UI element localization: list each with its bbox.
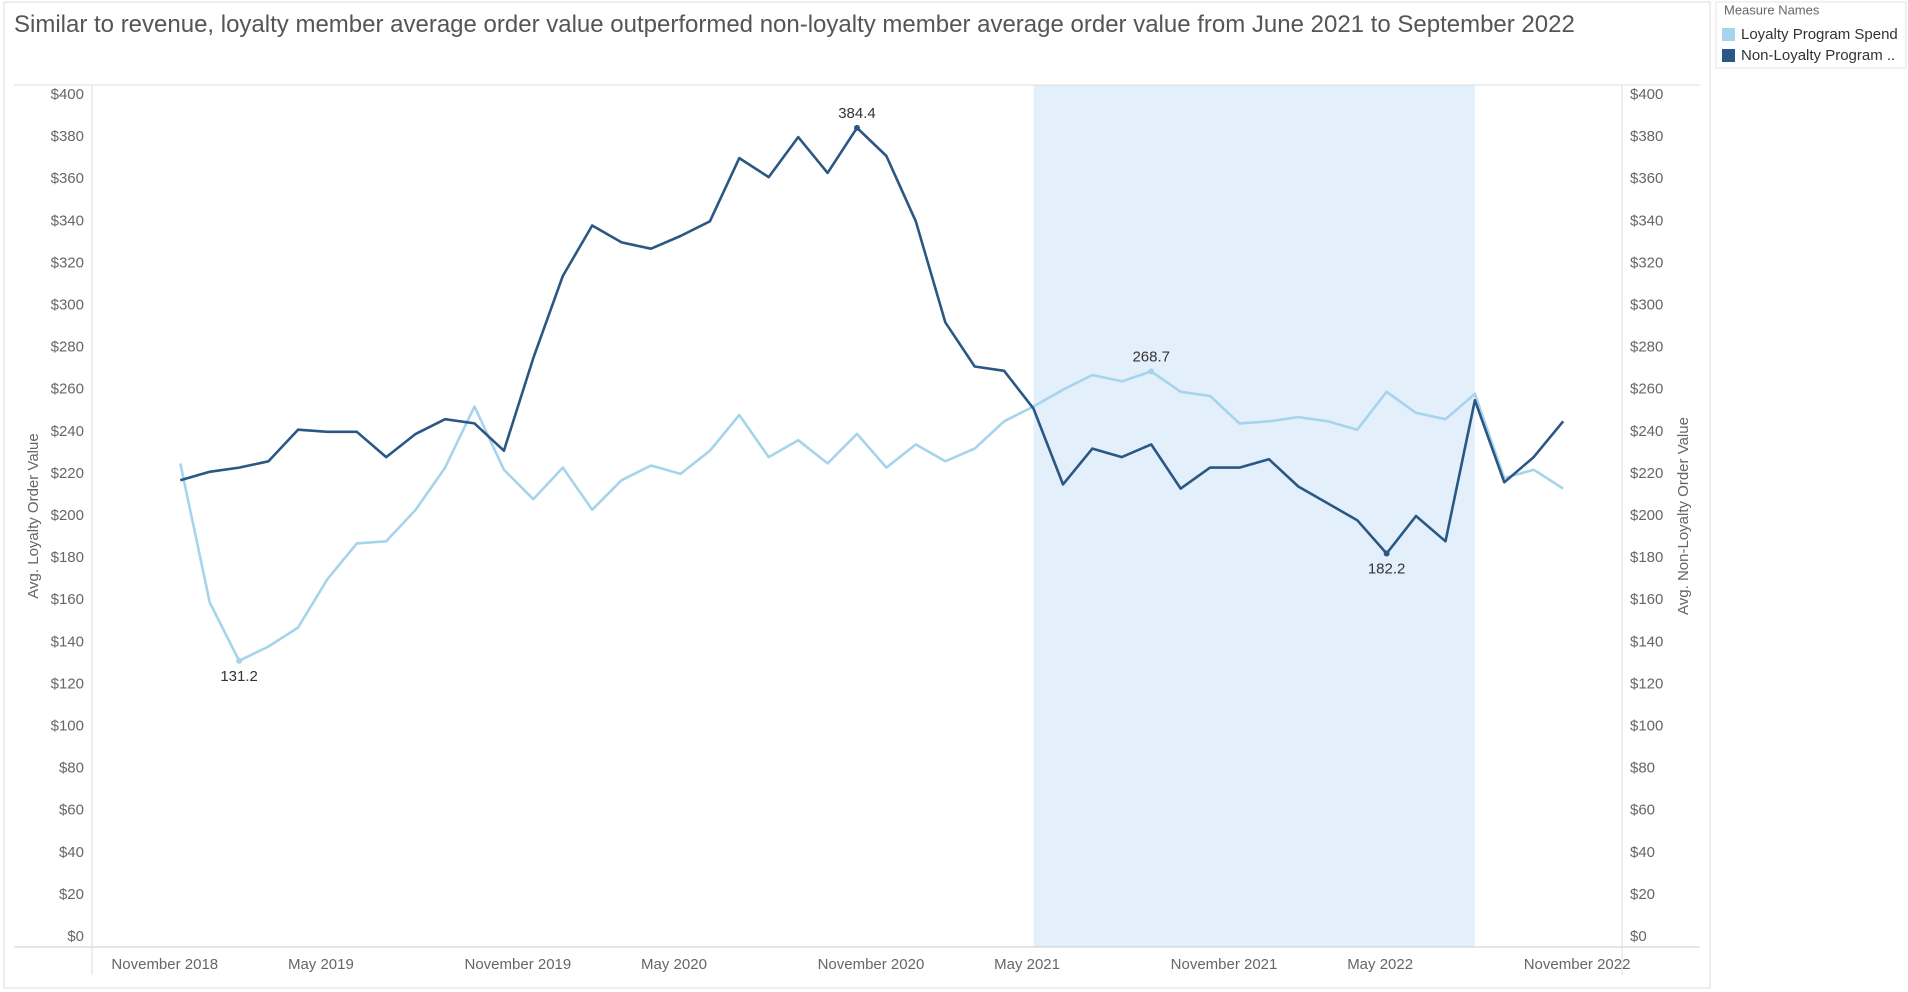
y2-tick-label: $240	[1630, 423, 1663, 440]
point-marker	[1383, 550, 1390, 557]
y2-tick-label: $80	[1630, 760, 1655, 777]
y2-tick-label: $160	[1630, 591, 1663, 608]
y-tick-label: $40	[59, 844, 84, 861]
x-tick-label: May 2021	[994, 956, 1060, 973]
y-tick-label: $280	[51, 339, 84, 356]
legend-label: Loyalty Program Spend	[1741, 26, 1898, 43]
legend-label: Non-Loyalty Program ..	[1741, 47, 1895, 64]
y-tick-label: $60	[59, 802, 84, 819]
legend-swatch	[1722, 28, 1735, 41]
point-marker	[236, 657, 243, 664]
x-tick-label: May 2020	[641, 956, 707, 973]
frame	[3, 1, 1711, 989]
y-tick-label: $260	[51, 381, 84, 398]
x-tick-label: November 2021	[1171, 956, 1278, 973]
point-marker	[854, 124, 860, 131]
y-tick-label: $160	[51, 591, 84, 608]
value-label: 131.2	[220, 668, 258, 685]
legend-title: Measure Names	[1724, 2, 1820, 17]
y-tick-label: $180	[51, 549, 84, 566]
y2-tick-label: $200	[1630, 507, 1663, 524]
y-tick-label: $200	[51, 507, 84, 524]
series-line	[179, 370, 1564, 663]
y-tick-label: $80	[59, 760, 84, 777]
y2-tick-label: $400	[1630, 86, 1663, 103]
y2-tick-label: $140	[1630, 633, 1663, 650]
y2-tick-label: $300	[1630, 296, 1663, 313]
y-tick-label: $100	[51, 717, 84, 734]
y-tick-label: $360	[51, 170, 84, 187]
value-label: 384.4	[838, 105, 876, 122]
y-tick-label: $340	[51, 212, 84, 229]
y2-tick-label: $340	[1630, 212, 1663, 229]
y-tick-label: $380	[51, 128, 84, 145]
y2-axis-title: Avg. Non-Loyalty Order Value	[1675, 417, 1692, 615]
y2-tick-label: $120	[1630, 675, 1663, 692]
point-marker	[1148, 368, 1155, 375]
y2-tick-label: $280	[1630, 339, 1663, 356]
legend-swatch	[1722, 49, 1735, 62]
y2-tick-label: $100	[1630, 717, 1663, 734]
y-tick-label: $120	[51, 675, 84, 692]
value-label: 268.7	[1132, 348, 1170, 365]
y-tick-label: $240	[51, 423, 84, 440]
y-tick-label: $400	[51, 86, 84, 103]
y-tick-label: $220	[51, 465, 84, 482]
y-tick-label: $140	[51, 633, 84, 650]
x-tick-label: November 2019	[465, 956, 572, 973]
x-tick-label: November 2020	[818, 956, 925, 973]
x-tick-label: May 2022	[1347, 956, 1413, 973]
chart-title: Similar to revenue, loyalty member avera…	[14, 11, 1575, 38]
y2-tick-label: $320	[1630, 254, 1663, 271]
y-tick-label: $0	[67, 928, 84, 945]
y2-tick-label: $0	[1630, 928, 1647, 945]
y2-tick-label: $220	[1630, 465, 1663, 482]
y2-tick-label: $260	[1630, 381, 1663, 398]
highlight-band	[1033, 85, 1475, 947]
x-tick-label: November 2022	[1524, 956, 1631, 973]
series-line	[179, 126, 1565, 555]
y2-tick-label: $360	[1630, 170, 1663, 187]
y2-tick-label: $40	[1630, 844, 1655, 861]
y2-tick-label: $380	[1630, 128, 1663, 145]
y-tick-label: $20	[59, 886, 84, 903]
legend-box	[1715, 1, 1907, 69]
y2-tick-label: $60	[1630, 802, 1655, 819]
y2-tick-label: $180	[1630, 549, 1663, 566]
value-label: 182.2	[1368, 560, 1406, 577]
y-tick-label: $300	[51, 296, 84, 313]
x-tick-label: November 2018	[111, 956, 218, 973]
x-tick-label: May 2019	[288, 956, 354, 973]
y-tick-label: $320	[51, 254, 84, 271]
y-axis-title: Avg. Loyalty Order Value	[25, 433, 42, 598]
y2-tick-label: $20	[1630, 886, 1655, 903]
